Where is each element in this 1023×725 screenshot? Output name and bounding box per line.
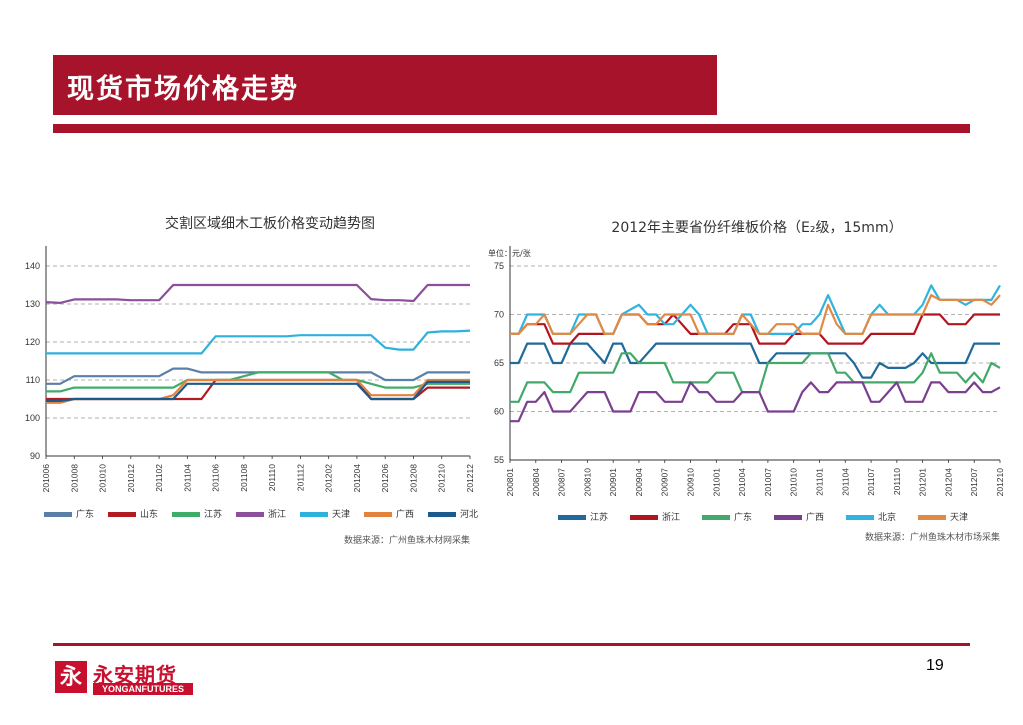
title-rule <box>53 124 970 133</box>
y-tick-label: 65 <box>494 358 504 368</box>
y-tick-label: 140 <box>25 261 40 271</box>
legend-label: 江苏 <box>590 511 608 523</box>
x-tick-label: 201204 <box>352 464 362 493</box>
x-tick-label: 201204 <box>943 468 953 497</box>
logo-mark: 永 <box>55 661 87 693</box>
x-tick-label: 201110 <box>892 468 902 495</box>
legend-swatch <box>702 515 730 520</box>
y-tick-label: 70 <box>494 310 504 320</box>
x-tick-label: 201210 <box>437 464 447 493</box>
x-tick-label: 201206 <box>380 464 390 493</box>
x-tick-label: 200904 <box>634 468 644 497</box>
x-tick-label: 200907 <box>660 468 670 497</box>
series-line-广东 <box>46 367 470 385</box>
legend-swatch <box>630 515 658 520</box>
x-tick-label: 201104 <box>182 464 192 492</box>
x-tick-label: 200910 <box>686 468 696 497</box>
x-tick-label: 201108 <box>239 464 249 492</box>
company-logo: 永 永安期货 YONGANFUTURES <box>55 659 195 695</box>
y-tick-label: 130 <box>25 299 40 309</box>
x-tick-label: 201112 <box>295 464 305 491</box>
slide-title: 现货市场价格走势 <box>67 74 299 105</box>
legend-swatch <box>428 512 456 517</box>
x-tick-label: 200810 <box>582 468 592 497</box>
legend-label: 江苏 <box>204 508 222 520</box>
x-tick-label: 201107 <box>866 468 876 496</box>
bottom-rule <box>53 643 970 646</box>
legend-swatch <box>44 512 72 517</box>
legend-swatch <box>774 515 802 520</box>
x-tick-label: 201202 <box>324 464 334 493</box>
legend-swatch <box>300 512 328 517</box>
legend-swatch <box>558 515 586 520</box>
x-tick-label: 201110 <box>267 464 277 491</box>
unit-label: 单位：元/张 <box>488 248 531 258</box>
logo-english-name: YONGANFUTURES <box>93 683 193 695</box>
series-line-江苏 <box>46 371 470 393</box>
legend-label: 浙江 <box>268 508 286 520</box>
x-tick-label: 201106 <box>211 464 221 492</box>
legend-label: 浙江 <box>662 511 680 523</box>
x-tick-label: 200901 <box>608 468 618 497</box>
y-tick-label: 60 <box>494 407 504 417</box>
x-tick-label: 200804 <box>531 468 541 497</box>
series-line-河北 <box>46 380 470 402</box>
series-line-广西 <box>510 381 1001 423</box>
y-tick-label: 75 <box>494 261 504 271</box>
legend-swatch <box>236 512 264 517</box>
y-tick-label: 90 <box>30 451 40 461</box>
chart-title: 2012年主要省份纤维板价格（E₂级，15mm） <box>611 220 902 236</box>
x-tick-label: 201102 <box>154 464 164 492</box>
source-note: 数据来源：广州鱼珠木材网采集 <box>344 534 470 546</box>
x-tick-label: 201006 <box>41 464 51 493</box>
x-tick-label: 201010 <box>98 464 108 493</box>
x-tick-label: 201101 <box>814 468 824 496</box>
legend-label: 天津 <box>332 509 350 520</box>
legend-label: 广东 <box>734 511 752 523</box>
x-tick-label: 201004 <box>737 468 747 497</box>
legend-label: 山东 <box>140 508 158 520</box>
x-tick-label: 201201 <box>918 468 928 497</box>
series-line-浙江 <box>45 283 470 304</box>
series-line-天津 <box>46 329 471 355</box>
x-tick-label: 201008 <box>69 464 79 493</box>
x-tick-label: 201012 <box>126 464 136 493</box>
source-note: 数据来源：广州鱼珠木材市场采集 <box>865 531 1000 543</box>
page-number: 19 <box>926 657 944 674</box>
x-tick-label: 201010 <box>789 468 799 497</box>
x-tick-label: 201207 <box>969 468 979 497</box>
legend-swatch <box>918 515 946 520</box>
series-line-天津 <box>510 294 1001 335</box>
legend-swatch <box>846 515 874 520</box>
title-band: 现货市场价格走势 <box>53 55 717 115</box>
legend-label: 北京 <box>878 511 896 523</box>
series-line-北京 <box>510 284 1001 335</box>
legend-swatch <box>172 512 200 517</box>
series-line-江苏 <box>510 342 1000 379</box>
y-tick-label: 110 <box>26 375 40 385</box>
x-tick-label: 200807 <box>557 468 567 497</box>
legend-label: 广西 <box>806 511 824 523</box>
x-tick-label: 200801 <box>505 468 515 497</box>
series-line-浙江 <box>510 313 1000 345</box>
x-tick-label: 201001 <box>711 468 721 497</box>
x-tick-label: 201212 <box>465 464 475 493</box>
legend-label: 天津 <box>950 512 968 523</box>
legend-swatch <box>364 512 392 517</box>
y-tick-label: 100 <box>25 413 40 423</box>
legend-label: 河北 <box>460 508 478 520</box>
chart-title: 交割区域细木工板价格变动趋势图 <box>165 215 375 232</box>
x-tick-label: 201210 <box>995 468 1005 497</box>
legend-label: 广东 <box>76 508 94 520</box>
x-tick-label: 201007 <box>763 468 773 497</box>
x-tick-label: 201208 <box>408 464 418 493</box>
y-tick-label: 120 <box>25 337 40 347</box>
x-tick-label: 201104 <box>840 468 850 496</box>
legend-swatch <box>108 512 136 517</box>
y-tick-label: 55 <box>494 455 504 465</box>
legend-label: 广西 <box>396 508 414 520</box>
